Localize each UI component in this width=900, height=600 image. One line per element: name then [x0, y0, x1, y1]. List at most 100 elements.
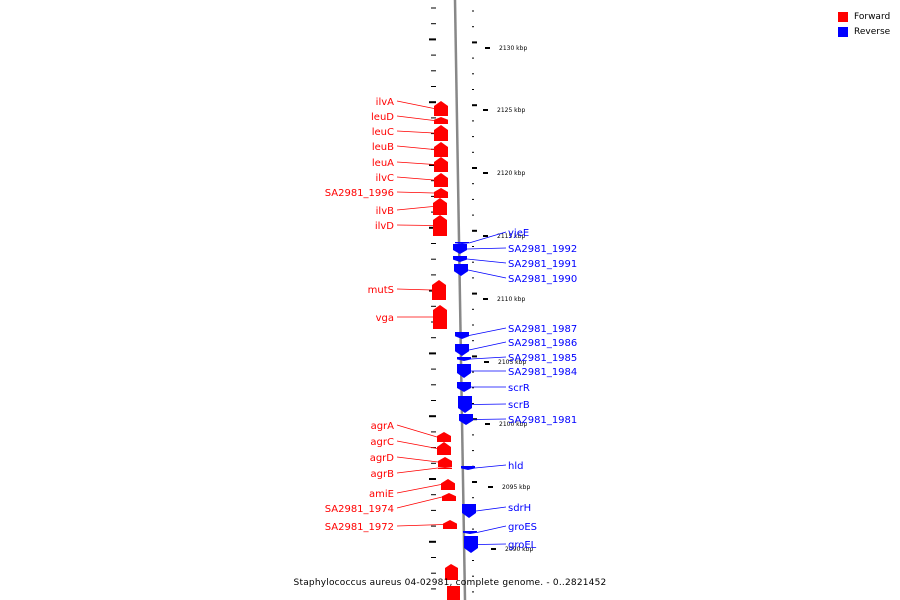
reverse-gene-label: scrB — [508, 400, 530, 411]
reverse-gene-arrow — [453, 244, 467, 254]
reverse-gene-label: yjeE — [508, 228, 529, 239]
reverse-gene-arrow — [462, 504, 476, 518]
forward-gene-arrow — [438, 467, 452, 469]
reverse-gene-leader — [472, 418, 507, 420]
forward-gene-leader — [396, 100, 435, 109]
reverse-gene-leader — [475, 506, 507, 512]
forward-gene-arrow — [443, 520, 457, 529]
reverse-gene-arrow — [457, 382, 471, 392]
reverse-gene-arrow — [455, 332, 469, 339]
forward-gene-leader — [396, 224, 434, 226]
forward-gene-label: ilvB — [376, 206, 394, 217]
forward-gene-label: vga — [376, 313, 394, 324]
scale-tick-label: 2100 kbp — [499, 421, 527, 428]
forward-gene-arrow — [433, 215, 447, 236]
legend-reverse-label: Reverse — [854, 26, 891, 37]
sequence-backbone — [453, 0, 467, 600]
legend-forward-label: Forward — [854, 11, 891, 22]
forward-swatch — [838, 11, 848, 22]
reverse-swatch — [838, 26, 848, 37]
reverse-gene-label: scrR — [508, 383, 530, 394]
forward-gene-leader — [396, 484, 442, 494]
forward-gene-arrow — [437, 442, 451, 455]
forward-gene-label: agrC — [370, 437, 394, 448]
forward-gene-arrow — [442, 493, 456, 501]
reverse-gene-label: sdrH — [508, 503, 531, 514]
reverse-gene-arrow — [457, 364, 471, 378]
forward-gene-arrow — [433, 198, 447, 215]
forward-gene-arrow — [441, 479, 455, 490]
forward-gene-arrow — [434, 101, 448, 116]
reverse-gene-leader — [476, 525, 507, 533]
legend: Forward Reverse — [838, 9, 890, 39]
reverse-gene-leader — [468, 231, 507, 244]
reverse-gene-label: SA2981_1987 — [508, 324, 577, 335]
forward-gene-label: SA2981_1972 — [325, 522, 394, 533]
forward-gene-leader — [396, 145, 435, 150]
forward-gene-leader — [396, 440, 438, 449]
forward-gene-arrow — [434, 188, 448, 198]
scale-tick-label: 2090 kbp — [505, 546, 533, 553]
forward-gene-leader — [396, 161, 435, 165]
reverse-gene-leader — [468, 327, 507, 336]
forward-gene-label: leuB — [372, 142, 394, 153]
scale-tick-label: 2125 kbp — [497, 107, 525, 114]
reverse-gene-leader — [467, 269, 507, 279]
reverse-gene-leader — [466, 258, 507, 264]
reverse-gene-leader — [474, 464, 507, 469]
reverse-gene-arrow — [455, 344, 469, 356]
forward-gene-label: agrA — [371, 421, 395, 432]
reverse-gene-label: SA2981_1985 — [508, 353, 577, 364]
reverse-gene-arrow — [457, 357, 471, 361]
reverse-gene-label: hld — [508, 461, 523, 472]
forward-gene-label: ilvA — [376, 97, 394, 108]
forward-gene-label: amiE — [369, 489, 394, 500]
forward-gene-label: agrB — [371, 469, 395, 480]
forward-gene-label: ilvD — [375, 221, 394, 232]
reverse-gene-arrow — [454, 264, 468, 276]
forward-gene-leader — [396, 288, 433, 291]
forward-gene-label: leuA — [372, 158, 394, 169]
forward-gene-leader — [396, 424, 438, 438]
forward-gene-leader — [396, 176, 435, 181]
reverse-gene-leader — [471, 403, 507, 405]
forward-gene-label: leuC — [372, 127, 394, 138]
scale-tick-label: 2120 kbp — [497, 170, 525, 177]
forward-gene-label: leuD — [371, 112, 394, 123]
forward-gene-leader — [396, 496, 443, 509]
scale-tick-label: 2115 kbp — [497, 233, 525, 240]
reverse-gene-label: SA2981_1990 — [508, 274, 577, 285]
forward-gene-arrow — [434, 157, 448, 172]
reverse-gene-label: groES — [508, 522, 537, 533]
reverse-gene-arrow — [453, 256, 467, 262]
reverse-gene-leader — [466, 247, 507, 250]
forward-gene-leader — [396, 115, 435, 121]
legend-reverse: Reverse — [838, 24, 890, 39]
reverse-gene-leader — [477, 543, 507, 545]
forward-gene-arrow — [433, 305, 447, 329]
reverse-gene-leader — [468, 341, 507, 351]
legend-forward: Forward — [838, 9, 890, 24]
map-caption: Staphylococcus aureus 04-02981, complete… — [293, 578, 607, 588]
forward-gene-arrow — [447, 586, 460, 600]
reverse-gene-arrow — [461, 466, 475, 470]
forward-gene-label: ilvC — [376, 173, 394, 184]
reverse-gene-leader — [470, 356, 507, 360]
reverse-gene-arrow — [464, 536, 478, 553]
forward-gene-leader — [396, 467, 439, 474]
forward-gene-arrow — [434, 173, 448, 187]
forward-gene-leader — [396, 191, 435, 194]
forward-gene-leader — [396, 456, 439, 463]
forward-gene-arrow — [437, 432, 451, 442]
forward-gene-label: SA2981_1974 — [325, 504, 394, 515]
reverse-gene-arrow — [463, 531, 477, 534]
forward-gene-arrow — [445, 564, 458, 580]
reverse-gene-label: SA2981_1991 — [508, 259, 577, 270]
forward-gene-label: agrD — [370, 453, 395, 464]
reverse-gene-label: SA2981_1981 — [508, 415, 577, 426]
scale-tick-label: 2105 kbp — [498, 359, 526, 366]
forward-gene-arrow — [432, 280, 446, 300]
reverse-gene-label: SA2981_1984 — [508, 367, 577, 378]
scale-tick-label: 2130 kbp — [499, 45, 527, 52]
